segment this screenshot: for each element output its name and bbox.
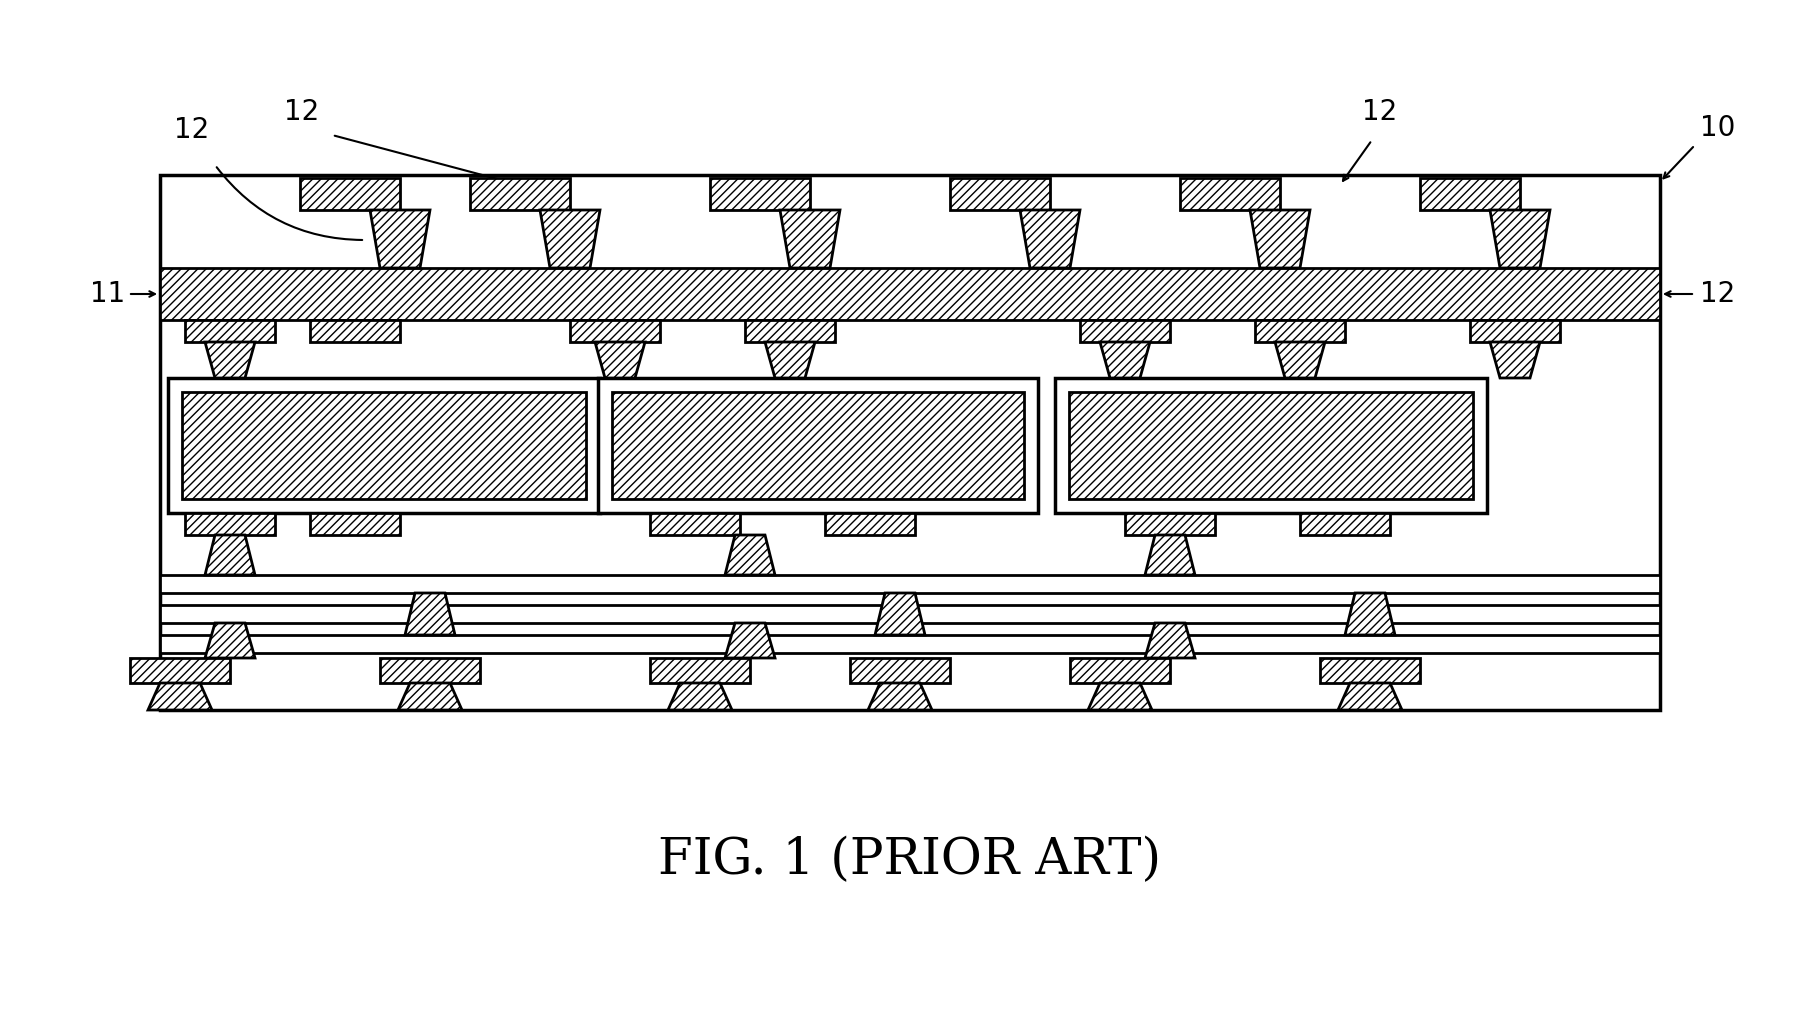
- Bar: [311, 320, 401, 342]
- Text: 12: 12: [1700, 280, 1736, 308]
- Bar: [1125, 513, 1215, 535]
- Bar: [160, 635, 1660, 653]
- Bar: [167, 378, 600, 513]
- Bar: [300, 178, 401, 210]
- Polygon shape: [1339, 683, 1402, 710]
- Polygon shape: [147, 683, 212, 710]
- Bar: [185, 320, 275, 342]
- Bar: [651, 513, 740, 535]
- Polygon shape: [724, 623, 775, 658]
- Text: 11: 11: [90, 280, 126, 308]
- Polygon shape: [1490, 210, 1551, 268]
- Text: 12: 12: [284, 98, 320, 126]
- Text: 12: 12: [1362, 98, 1398, 126]
- Polygon shape: [404, 593, 455, 635]
- Bar: [1299, 513, 1391, 535]
- Polygon shape: [1344, 593, 1394, 635]
- Polygon shape: [1251, 210, 1310, 268]
- Bar: [825, 513, 915, 535]
- Polygon shape: [766, 342, 816, 378]
- Bar: [160, 575, 1660, 593]
- Polygon shape: [205, 342, 255, 378]
- Bar: [1420, 178, 1520, 210]
- Bar: [951, 178, 1049, 210]
- Polygon shape: [1087, 683, 1152, 710]
- Bar: [613, 392, 1024, 499]
- Polygon shape: [595, 342, 645, 378]
- Bar: [746, 320, 836, 342]
- Bar: [1069, 658, 1170, 683]
- Text: 10: 10: [1700, 114, 1736, 142]
- Bar: [651, 658, 749, 683]
- Bar: [1080, 320, 1170, 342]
- Bar: [1069, 392, 1474, 499]
- Polygon shape: [668, 683, 731, 710]
- Polygon shape: [875, 593, 925, 635]
- Bar: [160, 605, 1660, 623]
- Bar: [185, 513, 275, 535]
- Polygon shape: [205, 623, 255, 658]
- Bar: [181, 392, 586, 499]
- Polygon shape: [1145, 535, 1195, 575]
- Polygon shape: [1490, 342, 1540, 378]
- Bar: [1470, 320, 1560, 342]
- Bar: [598, 378, 1039, 513]
- Bar: [570, 320, 659, 342]
- Polygon shape: [1021, 210, 1080, 268]
- Bar: [129, 658, 230, 683]
- Polygon shape: [1145, 623, 1195, 658]
- Polygon shape: [868, 683, 933, 710]
- Bar: [710, 178, 810, 210]
- Text: FIG. 1 (PRIOR ART): FIG. 1 (PRIOR ART): [658, 836, 1161, 885]
- Polygon shape: [397, 683, 462, 710]
- Bar: [850, 658, 951, 683]
- Bar: [160, 175, 1660, 710]
- Polygon shape: [1276, 342, 1324, 378]
- Bar: [1055, 378, 1486, 513]
- Polygon shape: [541, 210, 600, 268]
- Bar: [1181, 178, 1279, 210]
- Bar: [1254, 320, 1344, 342]
- Bar: [1321, 658, 1420, 683]
- Bar: [379, 658, 480, 683]
- Polygon shape: [780, 210, 839, 268]
- Polygon shape: [205, 535, 255, 575]
- Polygon shape: [1100, 342, 1150, 378]
- Bar: [311, 513, 401, 535]
- Bar: [160, 268, 1660, 320]
- Polygon shape: [370, 210, 429, 268]
- Bar: [471, 178, 570, 210]
- Polygon shape: [724, 535, 775, 575]
- Text: 12: 12: [174, 116, 210, 144]
